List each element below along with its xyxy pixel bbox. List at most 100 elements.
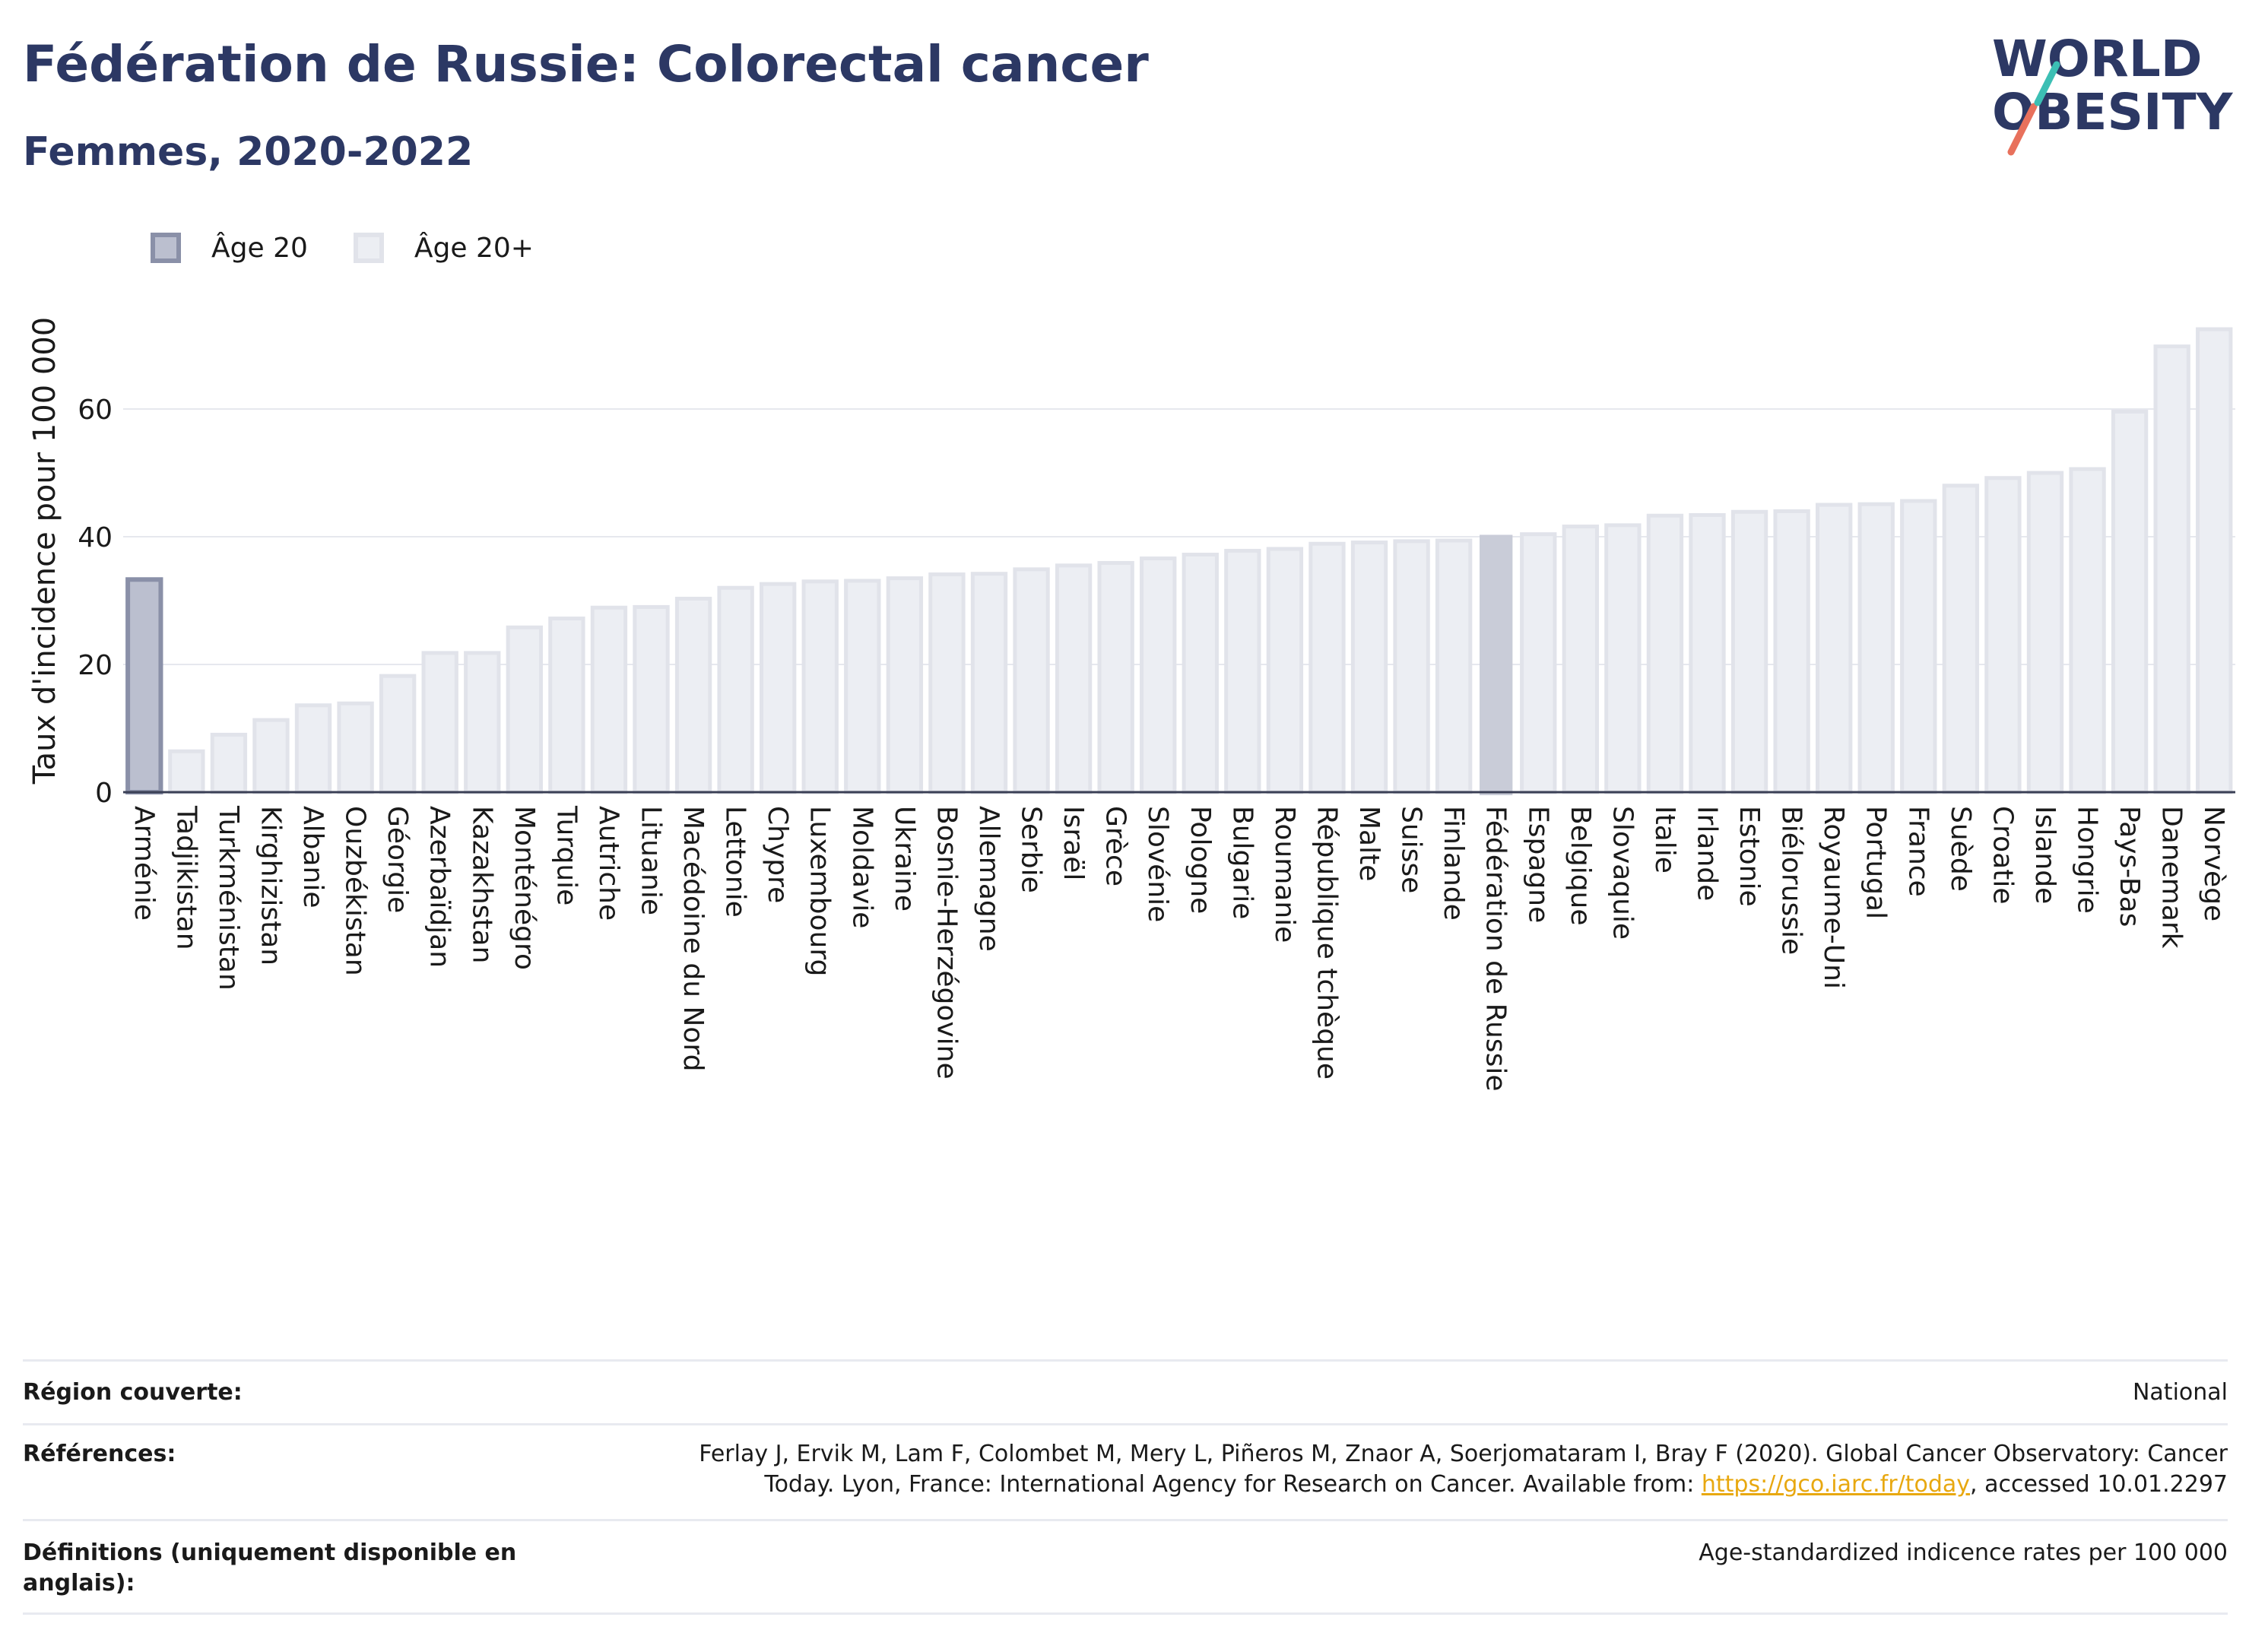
x-tick-label-malte: Malte bbox=[1353, 806, 1385, 881]
bar-espagne bbox=[1520, 532, 1557, 794]
x-tick-label-france: France bbox=[1902, 806, 1933, 897]
logo-slash-coral bbox=[2007, 103, 2038, 156]
bar-allemagne bbox=[970, 572, 1008, 794]
world-obesity-logo: WORLD OBESITY bbox=[1992, 30, 2234, 156]
x-tick-label-armenie: Arménie bbox=[128, 806, 160, 921]
bar-norvege bbox=[2196, 327, 2233, 794]
chart-subtitle: Femmes, 2020-2022 bbox=[23, 129, 474, 175]
x-tick-label-turkmenistan: Turkménistan bbox=[213, 805, 244, 991]
bar-chart: 0 20 40 60 Taux d'incidence pour 100 000 Armé… bbox=[27, 317, 2235, 1091]
bar-roumanie bbox=[1266, 547, 1304, 794]
bar-macedoine-du-nord bbox=[674, 596, 712, 794]
bar-portugal bbox=[1857, 502, 1895, 794]
x-tick-label-republique-tcheque: République tchèque bbox=[1311, 806, 1342, 1080]
x-tick-label-pologne: Pologne bbox=[1185, 806, 1216, 914]
bar-luxembourg bbox=[801, 579, 839, 794]
x-tick-label-hongrie: Hongrie bbox=[2072, 806, 2103, 914]
x-tick-label-irlande: Irlande bbox=[1692, 806, 1723, 901]
bar-finlande bbox=[1435, 538, 1473, 794]
bar-serbie bbox=[1013, 567, 1050, 794]
logo-slash-teal bbox=[2034, 61, 2060, 106]
x-tick-label-montenegro: Monténégro bbox=[509, 806, 540, 970]
bar-bosnie-herzegovine bbox=[928, 572, 966, 794]
bar-kirghizistan bbox=[252, 718, 290, 794]
x-tick-label-slovenie: Slovénie bbox=[1142, 806, 1173, 922]
bar-irlande bbox=[1689, 512, 1726, 794]
x-tick-label-roumanie: Roumanie bbox=[1269, 806, 1300, 943]
x-tick-label-royaume-uni: Royaume-Uni bbox=[1818, 806, 1849, 989]
x-tick-label-estonie: Estonie bbox=[1734, 806, 1765, 907]
x-tick-label-allemagne: Allemagne bbox=[973, 806, 1004, 952]
legend-item-age-20[interactable]: Âge 20 bbox=[151, 233, 308, 264]
bar-croatie bbox=[1984, 476, 2022, 794]
bar-belgique bbox=[1562, 525, 1599, 794]
footer-references-link[interactable]: https://gco.iarc.fr/today bbox=[1701, 1471, 1971, 1498]
bar-bielorussie bbox=[1773, 509, 1810, 794]
bar-malte bbox=[1350, 541, 1388, 794]
bar-tadjikistan bbox=[168, 749, 205, 794]
x-tick-label-ouzbekistan: Ouzbékistan bbox=[340, 806, 371, 976]
x-tick-label-espagne: Espagne bbox=[1522, 806, 1553, 923]
footer-references-line-2: Today. Lyon, France: International Agenc… bbox=[699, 1470, 2228, 1500]
footer-references-line-1: Ferlay J, Ervik M, Lam F, Colombet M, Me… bbox=[699, 1441, 2228, 1467]
x-tick-label-suisse: Suisse bbox=[1396, 806, 1427, 893]
x-tick-label-moldavie: Moldavie bbox=[846, 806, 877, 928]
logo-word-world: WORLD bbox=[1992, 30, 2203, 88]
y-tick-label-20: 20 bbox=[78, 650, 113, 681]
legend-item-age-20-plus[interactable]: Âge 20+ bbox=[353, 232, 534, 264]
bar-islande bbox=[2026, 471, 2064, 794]
x-tick-label-autriche: Autriche bbox=[593, 806, 624, 921]
bar-federation-de-russie bbox=[1480, 534, 1513, 795]
footer-region-value: National bbox=[2132, 1378, 2228, 1406]
x-tick-label-islande: Islande bbox=[2029, 806, 2060, 904]
footer-references-accessed: , accessed 10.01.2297 bbox=[1970, 1471, 2228, 1498]
bar-italie bbox=[1646, 513, 1684, 794]
x-tick-label-italie: Italie bbox=[1649, 806, 1680, 874]
bar-france bbox=[1900, 499, 1937, 794]
bar-lituanie bbox=[633, 604, 670, 794]
x-tick-label-croatie: Croatie bbox=[1987, 806, 2018, 905]
x-tick-label-bosnie-herzegovine: Bosnie-Herzégovine bbox=[931, 806, 962, 1080]
x-tick-label-finlande: Finlande bbox=[1438, 806, 1469, 921]
x-tick-label-ukraine: Ukraine bbox=[889, 806, 920, 912]
footer-row-region: Région couverte: National bbox=[23, 1359, 2228, 1423]
footer-definitions-label-line-1: Définitions (uniquement disponible en bbox=[23, 1539, 517, 1566]
x-tick-label-federation-de-russie: Fédération de Russie bbox=[1480, 806, 1511, 1091]
bar-montenegro bbox=[506, 625, 543, 794]
bar-moldavie bbox=[844, 579, 881, 794]
chart-legend: Âge 20 Âge 20+ bbox=[151, 227, 579, 269]
x-tick-label-portugal: Portugal bbox=[1860, 806, 1892, 919]
y-tick-label-60: 60 bbox=[78, 395, 113, 426]
footer-references-value: Ferlay J, Ervik M, Lam F, Colombet M, Me… bbox=[699, 1439, 2228, 1519]
x-tick-label-serbie: Serbie bbox=[1016, 806, 1047, 893]
bar-republique-tcheque bbox=[1308, 541, 1346, 794]
x-tick-label-macedoine-du-nord: Macédoine du Nord bbox=[677, 806, 709, 1071]
bar-turquie bbox=[548, 617, 585, 794]
bar-kazakhstan bbox=[464, 651, 501, 794]
x-tick-label-danemark: Danemark bbox=[2156, 806, 2187, 949]
x-tick-label-tadjikistan: Tadjikistan bbox=[170, 805, 201, 950]
y-tick-label-0: 0 bbox=[95, 778, 113, 809]
legend-swatch-age-20-plus bbox=[353, 233, 384, 263]
x-tick-label-azerbaidjan: Azerbaïdjan bbox=[424, 806, 455, 968]
bar-hongrie bbox=[2069, 467, 2106, 794]
footer-row-definitions: Définitions (uniquement disponible en an… bbox=[23, 1519, 2228, 1615]
bar-pays-bas bbox=[2111, 409, 2149, 794]
x-tick-label-lettonie: Lettonie bbox=[720, 806, 751, 918]
y-tick-label-40: 40 bbox=[78, 522, 113, 553]
footer-row-references: Références: Ferlay J, Ervik M, Lam F, Co… bbox=[23, 1423, 2228, 1519]
bar-grece bbox=[1097, 560, 1134, 794]
footer-definitions-label: Définitions (uniquement disponible en an… bbox=[23, 1538, 516, 1612]
x-tick-label-georgie: Géorgie bbox=[382, 806, 413, 913]
x-tick-label-grece: Grèce bbox=[1100, 806, 1131, 886]
bar-suisse bbox=[1393, 539, 1430, 794]
legend-label-age-20-plus: Âge 20+ bbox=[414, 232, 534, 264]
bar-ukraine bbox=[886, 576, 924, 794]
bar-estonie bbox=[1730, 509, 1768, 794]
bar-albanie bbox=[294, 703, 332, 794]
bar-slovaquie bbox=[1604, 523, 1642, 794]
bar-turkmenistan bbox=[210, 732, 248, 794]
x-tick-label-kazakhstan: Kazakhstan bbox=[466, 806, 497, 963]
chart-title: Fédération de Russie: Colorectal cancer bbox=[23, 35, 1149, 94]
bar-autriche bbox=[590, 605, 628, 794]
